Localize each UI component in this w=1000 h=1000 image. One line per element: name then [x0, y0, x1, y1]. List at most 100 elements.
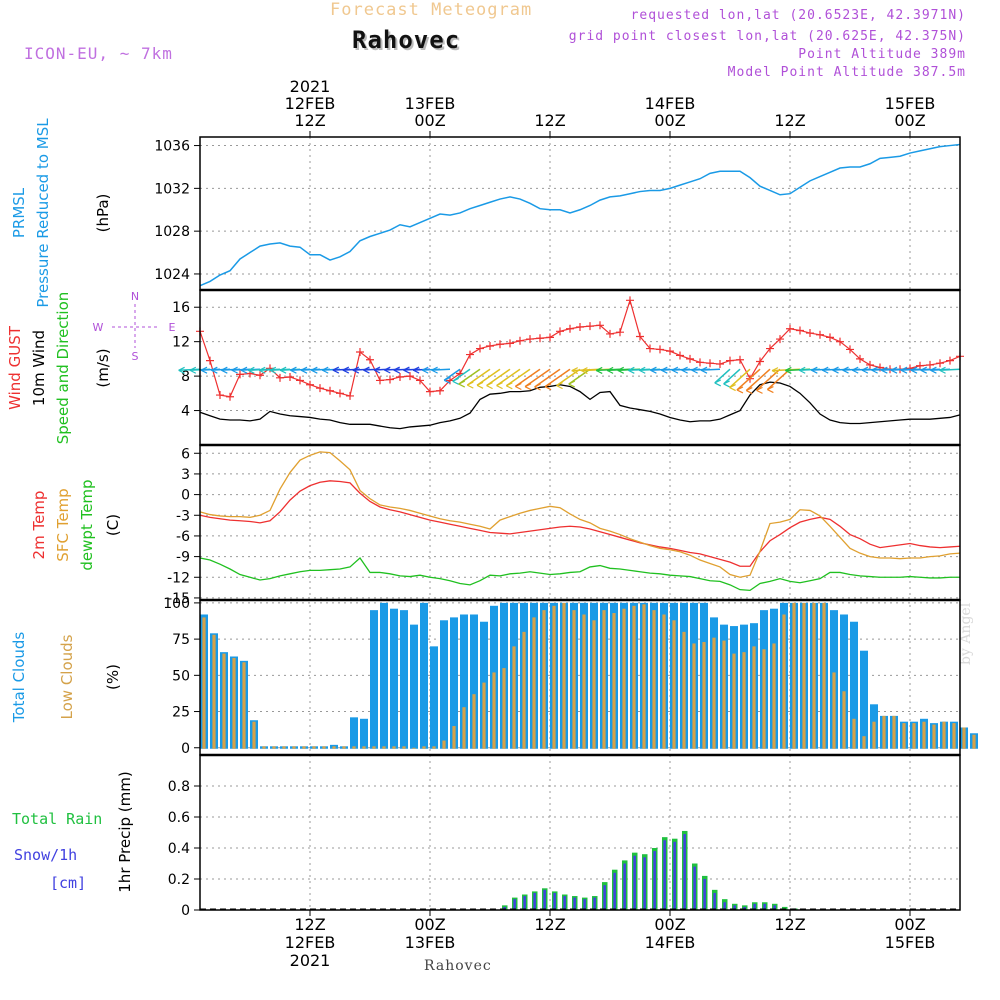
low-cloud-bar	[932, 724, 936, 749]
y-tick-label: -9	[176, 550, 190, 566]
low-cloud-bar	[352, 746, 356, 749]
wind-arrowhead	[832, 366, 839, 374]
wind-arrow	[736, 368, 761, 391]
total-cloud-bar	[380, 602, 388, 749]
wind-arrowhead	[506, 382, 513, 390]
wind-arrowhead	[581, 367, 588, 375]
snow-bar	[533, 892, 536, 910]
snow-bar	[593, 897, 596, 910]
low-cloud-bar	[642, 604, 646, 749]
wind-arrowhead	[723, 380, 730, 388]
gust-marker	[586, 322, 594, 331]
wind-arrowhead	[269, 366, 277, 374]
cloud-label-unit: (%)	[104, 664, 122, 690]
gust-marker	[836, 337, 844, 346]
gust-marker	[846, 345, 854, 354]
low-cloud-bar	[482, 682, 486, 749]
low-cloud-bar	[752, 646, 756, 749]
gust-marker	[656, 345, 664, 354]
wind-arrowhead	[189, 366, 197, 374]
wind-arrowhead	[571, 367, 579, 375]
y-tick-label: 25	[172, 705, 190, 721]
snow-bar	[773, 905, 776, 910]
snow-bar	[763, 903, 766, 910]
low-cloud-bar	[832, 672, 836, 749]
wind-arrowhead	[544, 383, 552, 391]
wind-arrowhead	[650, 366, 657, 374]
snow-bar	[733, 905, 736, 910]
gust-marker	[306, 380, 314, 389]
snow-bar	[743, 906, 746, 910]
y-tick-label: 16	[172, 300, 190, 316]
low-cloud-bar	[242, 662, 246, 749]
y-tick-label: 1032	[154, 181, 190, 197]
x-date-label-bottom: 13FEB	[405, 933, 456, 952]
gust-marker	[906, 364, 914, 373]
low-cloud-bar	[772, 643, 776, 749]
low-cloud-bar	[332, 746, 336, 749]
wind-arrowhead	[431, 366, 438, 374]
low-cloud-bar	[302, 746, 306, 749]
pressure-label-unit: (hPa)	[94, 194, 112, 233]
gust-marker	[216, 391, 224, 400]
snow-bar	[583, 899, 586, 910]
x-date-label-bottom: 12FEB	[285, 933, 336, 952]
wind-label-gust: Wind GUST	[6, 325, 24, 410]
y-tick-label: 50	[172, 668, 190, 684]
wind-arrowhead	[729, 384, 736, 392]
low-cloud-bar	[462, 707, 466, 749]
low-cloud-bar	[512, 646, 516, 749]
wind-arrow	[700, 368, 721, 371]
wind-arrowhead	[910, 366, 918, 374]
x-tick-label-bottom: 12Z	[774, 915, 805, 934]
gust-marker	[396, 372, 404, 381]
gust-marker	[706, 359, 714, 368]
gust-marker	[606, 329, 614, 338]
low-cloud-bar	[682, 631, 686, 749]
low-cloud-bar	[562, 602, 566, 749]
wind-arrow	[431, 368, 451, 371]
y-tick-label: -15	[167, 591, 190, 607]
wind-arrow	[505, 368, 531, 387]
total-cloud-bar	[360, 718, 368, 749]
wind-arrowhead	[700, 366, 708, 374]
wind-label-10m: 10m Wind	[30, 330, 48, 406]
compass-west: W	[93, 321, 104, 334]
x-date-label-bottom: 14FEB	[645, 933, 696, 952]
wind-arrowhead	[515, 382, 522, 391]
low-cloud-bar	[272, 746, 276, 749]
gust-marker	[326, 386, 334, 395]
y-tick-label: 3	[181, 467, 190, 483]
gust-marker	[416, 376, 424, 385]
gust-marker	[646, 344, 654, 353]
low-cloud-bar	[522, 631, 526, 749]
low-cloud-bar	[252, 721, 256, 749]
low-cloud-bar	[362, 746, 366, 749]
wind-arrowhead	[458, 380, 466, 388]
wind-arrow	[544, 368, 571, 388]
gust-marker	[536, 334, 544, 343]
low-cloud-bar	[592, 620, 596, 749]
wind-arrowhead	[290, 366, 297, 374]
low-cloud-bar	[872, 721, 876, 749]
wind-arrowhead	[556, 382, 563, 390]
wind-arrowhead	[200, 366, 208, 374]
gust-marker	[546, 333, 554, 342]
x-date-label-bottom: 15FEB	[885, 933, 936, 952]
snow-bar	[653, 851, 656, 910]
temp-label-2m: 2m Temp	[30, 491, 48, 560]
compass-south: S	[132, 350, 139, 363]
gust-marker	[806, 329, 814, 338]
gust-marker	[256, 371, 264, 380]
wind-arrowhead	[714, 379, 722, 387]
wind-arrow	[458, 368, 481, 385]
x-year-label-bottom: 2021	[290, 951, 331, 970]
low-cloud-bar	[802, 602, 806, 749]
y-tick-label: -6	[176, 529, 190, 545]
wind-arrow	[568, 368, 591, 385]
low-cloud-bar	[822, 602, 826, 749]
model-altitude: Model Point Altitude 387.5m	[727, 65, 966, 80]
low-cloud-bar	[942, 721, 946, 749]
y-tick-label: -3	[176, 508, 190, 524]
wind-arrowhead	[534, 383, 541, 391]
